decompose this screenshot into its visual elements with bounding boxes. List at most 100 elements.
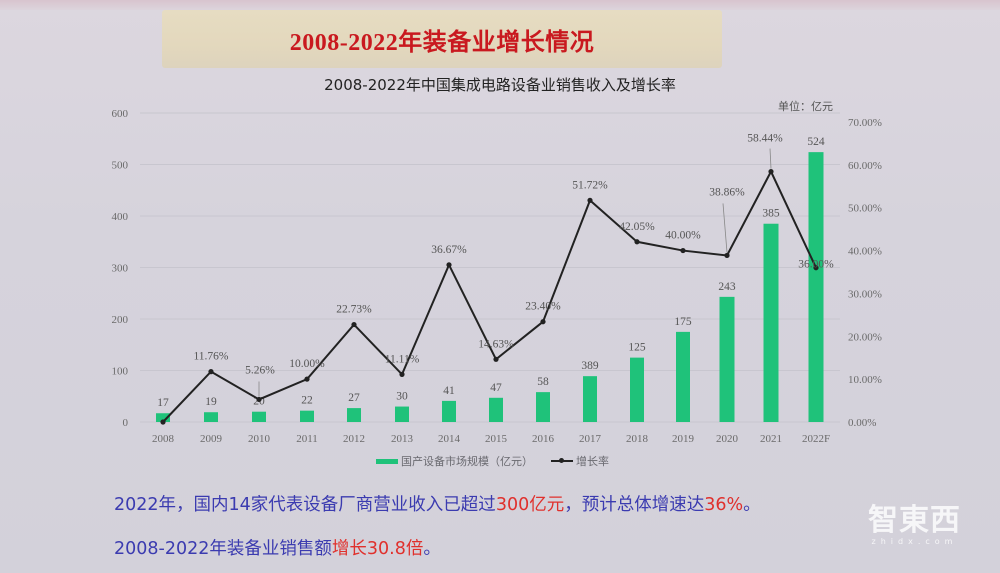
x-tick: 2013	[391, 433, 414, 445]
right-tick: 30.00%	[848, 288, 882, 300]
slide-title-banner: 2008-2022年装备业增长情况	[162, 10, 722, 68]
legend-item-bar: 国产设备市场规模（亿元）	[376, 453, 533, 469]
bar	[204, 412, 218, 422]
bar-label: 17	[157, 397, 169, 409]
line-marker	[813, 265, 819, 271]
growth-label: 14.63%	[478, 338, 514, 350]
bar	[395, 406, 409, 422]
left-tick: 0	[123, 417, 129, 429]
bar-label: 19	[205, 396, 217, 408]
watermark-sub: zhidx.com	[871, 537, 958, 546]
x-tick: 2021	[760, 433, 782, 445]
x-tick: 2009	[200, 433, 223, 445]
note-1-seg-2: ，预计总体增速达	[564, 495, 705, 515]
x-tick: 2014	[438, 433, 461, 445]
left-axis-ticks: 0 100 200 300 400 500 600	[112, 108, 129, 429]
left-tick: 500	[112, 160, 129, 172]
bar	[252, 411, 266, 422]
legend-bar-swatch	[376, 458, 398, 464]
bar	[489, 397, 503, 422]
line-marker	[768, 168, 774, 175]
right-axis-ticks: 0.00% 10.00% 20.00% 30.00% 40.00% 50.00% 60.00…	[848, 117, 882, 429]
note-1-seg-0: 2022年，国内14家代表设备厂商营业收入已超过	[114, 495, 496, 515]
x-tick: 2012	[343, 433, 365, 445]
right-tick: 50.00%	[848, 203, 882, 215]
right-tick: 0.00%	[848, 417, 876, 429]
note-1-seg-4: 。	[743, 495, 761, 515]
line-marker	[446, 262, 452, 268]
growth-label: 40.00%	[665, 230, 701, 242]
note-line-2: 2008-2022年装备业销售额增长30.8倍。	[114, 535, 441, 560]
watermark-main: 智東西	[868, 503, 961, 538]
growth-label: 38.86%	[709, 186, 745, 198]
note-1-seg-1: 300亿元	[495, 495, 565, 515]
bar-label: 389	[581, 360, 599, 372]
legend-line-marker	[551, 458, 573, 463]
unit-label: 单位：亿元	[778, 100, 833, 113]
chart-legend: 国产设备市场规模（亿元） 增长率	[376, 453, 609, 469]
bar	[630, 357, 644, 422]
x-tick: 2019	[672, 433, 695, 445]
left-tick: 100	[112, 366, 129, 378]
right-tick: 40.00%	[848, 246, 882, 258]
bar-label: 58	[537, 376, 549, 388]
bar-label: 22	[301, 395, 313, 407]
x-tick: 2017	[579, 433, 602, 445]
growth-label: 11.11%	[385, 353, 420, 365]
growth-label: 10.00%	[289, 358, 325, 370]
bar-label: 243	[718, 281, 736, 293]
x-tick: 2018	[626, 433, 649, 445]
growth-label: 11.76%	[193, 351, 228, 363]
bar-label: 30	[396, 391, 408, 403]
bar-label: 385	[762, 208, 780, 220]
right-tick: 60.00%	[848, 160, 882, 172]
growth-label: 5.26%	[245, 364, 275, 376]
bar	[536, 392, 550, 422]
line-marker	[256, 396, 262, 403]
bar-label: 47	[490, 382, 502, 394]
left-tick: 300	[112, 263, 129, 275]
x-tick: 2010	[248, 433, 271, 445]
watermark-logo: 智東西 zhidx.com	[868, 503, 961, 547]
growth-label: 22.73%	[336, 304, 372, 316]
line-marker	[304, 376, 310, 382]
line-marker	[680, 247, 686, 254]
growth-label: 42.05%	[619, 221, 655, 233]
growth-value-labels: 11.76% 5.26% 10.00% 22.73% 11.11% 36.67% 14.63…	[193, 133, 834, 397]
right-tick: 10.00%	[848, 374, 882, 386]
bar-label: 524	[807, 136, 825, 148]
left-tick: 400	[112, 211, 129, 223]
line-marker	[493, 356, 499, 362]
note-2-seg-1: 增长30.8倍	[331, 539, 424, 559]
right-tick: 70.00%	[848, 117, 882, 129]
left-tick: 600	[112, 108, 129, 120]
right-tick: 20.00%	[848, 331, 882, 343]
left-tick: 200	[112, 314, 129, 326]
note-line-1: 2022年，国内14家代表设备厂商营业收入已超过300亿元，预计总体增速达36%…	[114, 491, 761, 516]
slide-top-edge	[0, 0, 1000, 10]
line-marker	[351, 321, 357, 328]
x-tick: 2008	[152, 433, 175, 445]
note-2-seg-0: 2008-2022年装备业销售额	[114, 539, 332, 559]
line-marker	[587, 197, 593, 203]
note-2-seg-2: 。	[423, 539, 441, 559]
bar-series	[156, 152, 824, 422]
bar	[583, 376, 597, 422]
bar	[719, 296, 735, 422]
bar	[763, 223, 779, 422]
x-tick: 2011	[296, 433, 318, 445]
legend-bar-label: 国产设备市场规模（亿元）	[401, 455, 533, 468]
bar-label: 125	[628, 342, 646, 354]
line-marker	[634, 239, 640, 245]
bar-label: 41	[443, 385, 455, 397]
growth-label: 58.44%	[747, 133, 783, 145]
bar-label: 27	[348, 392, 360, 404]
x-tick: 2022F	[802, 433, 830, 445]
line-marker	[724, 252, 730, 259]
line-marker	[540, 319, 546, 325]
chart-title: 2008-2022年中国集成电路设备业销售收入及增长率	[324, 76, 676, 94]
x-tick: 2015	[485, 433, 508, 445]
x-tick: 2016	[532, 433, 555, 445]
legend-item-line: 增长率	[551, 453, 609, 469]
line-marker	[208, 369, 214, 375]
